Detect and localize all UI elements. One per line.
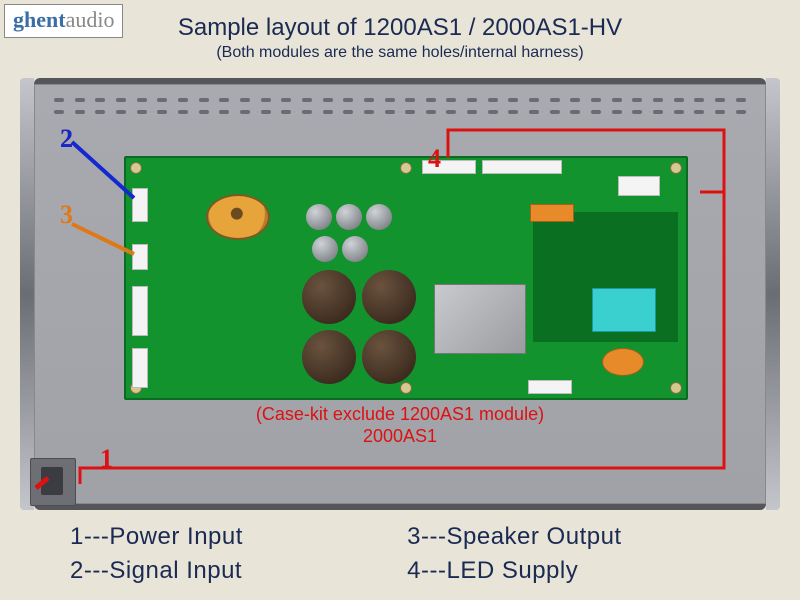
mount-hole bbox=[670, 162, 682, 174]
bulk-capacitor bbox=[302, 270, 356, 324]
legend-1: 1---Power Input bbox=[70, 520, 400, 554]
connector-bottom bbox=[528, 380, 572, 394]
inductor-toroid bbox=[206, 194, 270, 240]
case-caption-1: (Case-kit exclude 1200AS1 module) bbox=[34, 404, 766, 425]
diagram-title: Sample layout of 1200AS1 / 2000AS1-HV bbox=[0, 14, 800, 42]
small-capacitor-row bbox=[312, 236, 368, 262]
amplifier-case: (Case-kit exclude 1200AS1 module) 2000AS… bbox=[34, 78, 766, 510]
connector-top-right bbox=[618, 176, 660, 196]
legend: 1---Power Input 2---Signal Input 3---Spe… bbox=[70, 520, 730, 587]
heatsink bbox=[434, 284, 526, 354]
mount-hole bbox=[400, 162, 412, 174]
mount-hole bbox=[670, 382, 682, 394]
mount-hole bbox=[400, 382, 412, 394]
component-orange bbox=[530, 204, 574, 222]
connector-left bbox=[132, 348, 148, 388]
vent-row bbox=[54, 110, 746, 114]
bulk-capacitor bbox=[362, 330, 416, 384]
callout-4-num: 4 bbox=[428, 144, 441, 174]
connector-left bbox=[132, 286, 148, 336]
callout-3-num: 3 bbox=[60, 200, 73, 230]
connector-signal bbox=[132, 188, 148, 222]
component-cyan bbox=[592, 288, 656, 332]
bulk-capacitor bbox=[302, 330, 356, 384]
diagram-subtitle: (Both modules are the same holes/interna… bbox=[0, 44, 800, 62]
iec-power-jack bbox=[30, 458, 76, 506]
component-orange bbox=[602, 348, 644, 376]
legend-2: 2---Signal Input bbox=[70, 554, 400, 588]
case-caption-2: 2000AS1 bbox=[34, 426, 766, 447]
bulk-capacitor bbox=[362, 270, 416, 324]
pcb-module bbox=[124, 156, 688, 400]
legend-3: 3---Speaker Output bbox=[407, 520, 621, 554]
connector-top bbox=[482, 160, 562, 174]
connector-speaker bbox=[132, 244, 148, 270]
callout-1-num: 1 bbox=[100, 444, 113, 474]
vent-row bbox=[54, 98, 746, 102]
mount-hole bbox=[130, 162, 142, 174]
callout-2-num: 2 bbox=[60, 124, 73, 154]
small-capacitor-row bbox=[306, 204, 392, 230]
legend-4: 4---LED Supply bbox=[407, 554, 621, 588]
